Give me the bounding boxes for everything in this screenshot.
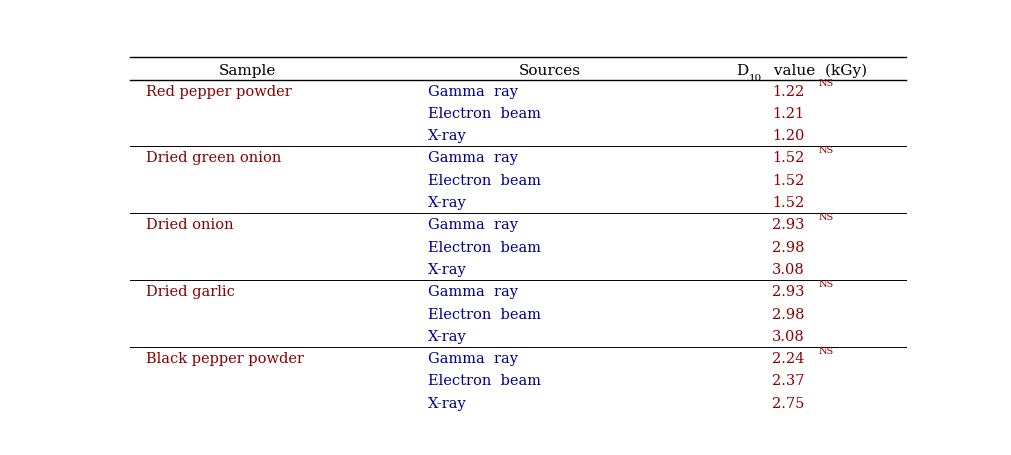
Text: Gamma  ray: Gamma ray: [428, 84, 518, 98]
Text: Electron  beam: Electron beam: [428, 173, 541, 187]
Text: Gamma  ray: Gamma ray: [428, 285, 518, 298]
Text: 10: 10: [748, 74, 761, 82]
Text: Electron  beam: Electron beam: [428, 307, 541, 321]
Text: Sources: Sources: [519, 63, 580, 77]
Text: 2.75: 2.75: [772, 396, 805, 410]
Text: X-ray: X-ray: [428, 329, 467, 343]
Text: Gamma  ray: Gamma ray: [428, 218, 518, 232]
Text: Electron  beam: Electron beam: [428, 374, 541, 388]
Text: 1.52: 1.52: [772, 151, 805, 165]
Text: 1.21: 1.21: [772, 106, 805, 121]
Text: Dried onion: Dried onion: [146, 218, 234, 232]
Text: Gamma  ray: Gamma ray: [428, 351, 518, 365]
Text: Sample: Sample: [219, 63, 277, 77]
Text: 2.24: 2.24: [772, 351, 805, 365]
Text: 2.93: 2.93: [772, 285, 805, 298]
Text: 1.52: 1.52: [772, 196, 805, 210]
Text: NS: NS: [818, 212, 833, 222]
Text: value  (kGy): value (kGy): [768, 63, 867, 77]
Text: X-ray: X-ray: [428, 129, 467, 143]
Text: 2.98: 2.98: [772, 307, 805, 321]
Text: NS: NS: [818, 346, 833, 355]
Text: X-ray: X-ray: [428, 263, 467, 276]
Text: X-ray: X-ray: [428, 196, 467, 210]
Text: 1.52: 1.52: [772, 173, 805, 187]
Text: NS: NS: [818, 79, 833, 88]
Text: 1.22: 1.22: [772, 84, 805, 98]
Text: 1.20: 1.20: [772, 129, 805, 143]
Text: Electron  beam: Electron beam: [428, 240, 541, 254]
Text: Dried garlic: Dried garlic: [146, 285, 235, 298]
Text: Gamma  ray: Gamma ray: [428, 151, 518, 165]
Text: Electron  beam: Electron beam: [428, 106, 541, 121]
Text: 2.98: 2.98: [772, 240, 805, 254]
Text: X-ray: X-ray: [428, 396, 467, 410]
Text: 3.08: 3.08: [772, 329, 805, 343]
Text: Black pepper powder: Black pepper powder: [146, 351, 304, 365]
Text: Dried green onion: Dried green onion: [146, 151, 281, 165]
Text: 2.93: 2.93: [772, 218, 805, 232]
Text: Red pepper powder: Red pepper powder: [146, 84, 292, 98]
Text: NS: NS: [818, 146, 833, 155]
Text: D: D: [736, 63, 748, 77]
Text: NS: NS: [818, 279, 833, 288]
Text: 3.08: 3.08: [772, 263, 805, 276]
Text: 2.37: 2.37: [772, 374, 805, 388]
